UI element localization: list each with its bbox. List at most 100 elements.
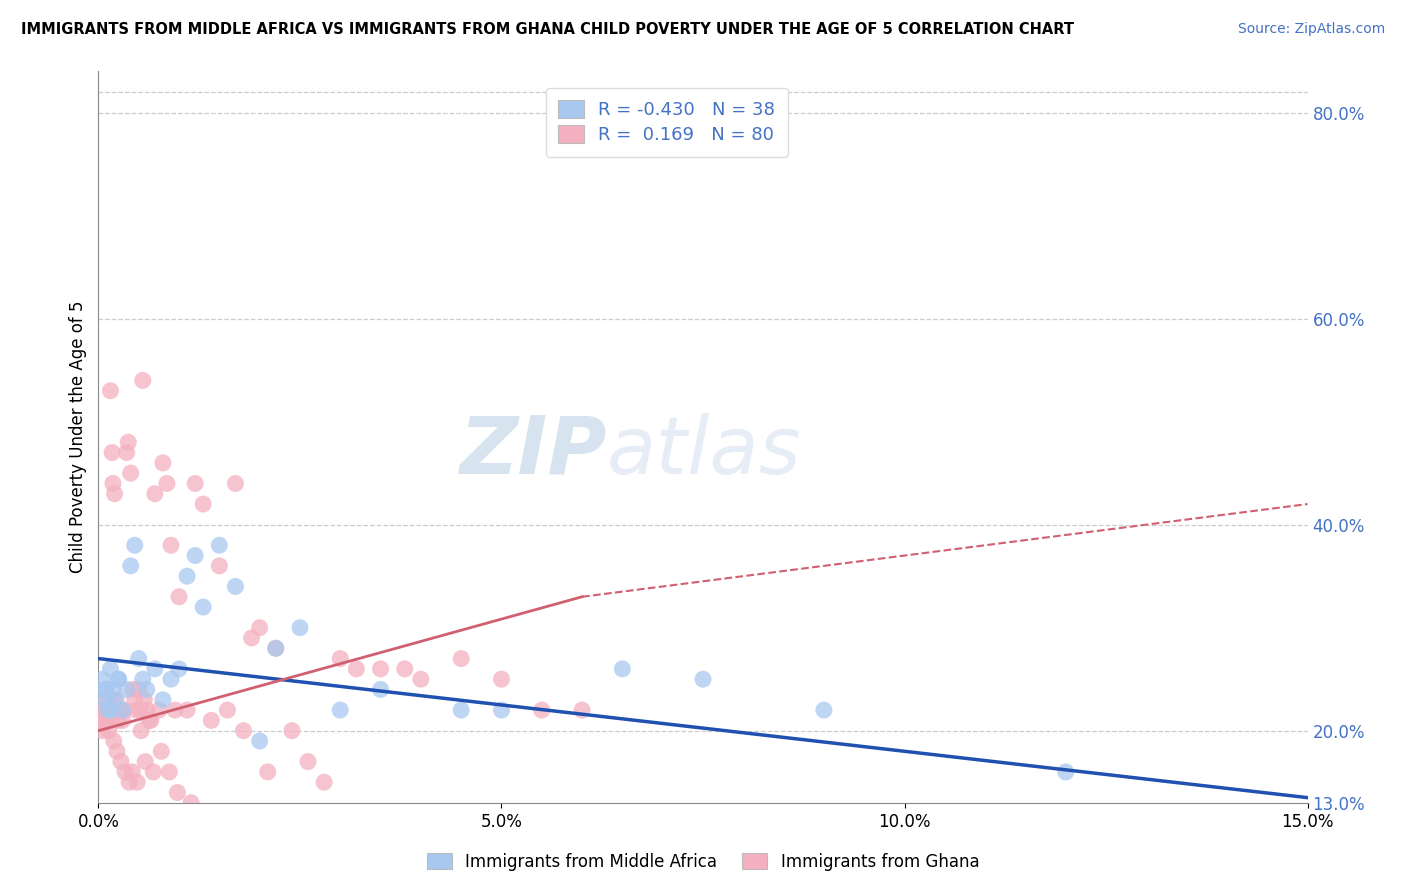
Y-axis label: Child Poverty Under the Age of 5: Child Poverty Under the Age of 5 xyxy=(69,301,87,574)
Point xyxy=(450,651,472,665)
Point xyxy=(288,621,311,635)
Point xyxy=(491,672,513,686)
Point xyxy=(120,558,142,573)
Legend: R = -0.430   N = 38, R =  0.169   N = 80: R = -0.430 N = 38, R = 0.169 N = 80 xyxy=(546,87,787,157)
Point xyxy=(195,816,218,830)
Point xyxy=(101,445,124,459)
Point xyxy=(329,651,352,665)
Point xyxy=(256,764,278,779)
Point xyxy=(212,806,235,821)
Point xyxy=(94,714,117,728)
Point xyxy=(314,775,336,789)
Point xyxy=(103,734,125,748)
Point xyxy=(124,693,146,707)
Point xyxy=(120,466,142,480)
Point xyxy=(91,703,114,717)
Point xyxy=(112,703,135,717)
Point xyxy=(208,538,231,552)
Point xyxy=(94,714,117,728)
Point xyxy=(329,703,352,717)
Point xyxy=(152,693,174,707)
Point xyxy=(94,682,117,697)
Point xyxy=(134,693,156,707)
Point xyxy=(132,373,155,387)
Point xyxy=(132,672,155,686)
Point xyxy=(103,487,125,501)
Point xyxy=(163,703,186,717)
Point xyxy=(193,497,215,511)
Point xyxy=(208,558,231,573)
Point xyxy=(142,764,165,779)
Point xyxy=(200,714,222,728)
Point xyxy=(110,755,132,769)
Point xyxy=(114,764,136,779)
Point xyxy=(91,723,114,738)
Point xyxy=(167,590,190,604)
Point xyxy=(157,764,180,779)
Point xyxy=(370,662,392,676)
Point xyxy=(105,693,128,707)
Point xyxy=(121,764,143,779)
Point xyxy=(394,662,416,676)
Point xyxy=(353,827,375,841)
Point xyxy=(138,714,160,728)
Point xyxy=(93,703,115,717)
Point xyxy=(135,682,157,697)
Point xyxy=(135,703,157,717)
Point xyxy=(224,579,246,593)
Point xyxy=(100,384,122,398)
Point xyxy=(134,755,156,769)
Point xyxy=(813,703,835,717)
Point xyxy=(692,672,714,686)
Point xyxy=(117,435,139,450)
Point xyxy=(143,662,166,676)
Point xyxy=(232,723,254,738)
Point xyxy=(249,734,271,748)
Point xyxy=(150,744,173,758)
Point xyxy=(96,693,118,707)
Point xyxy=(122,682,145,697)
Point xyxy=(100,662,122,676)
Point xyxy=(180,796,202,810)
Point xyxy=(184,549,207,563)
Point xyxy=(90,714,112,728)
Point xyxy=(128,682,150,697)
Point xyxy=(217,703,239,717)
Point xyxy=(612,662,634,676)
Point xyxy=(344,662,367,676)
Point xyxy=(125,703,148,717)
Point xyxy=(129,723,152,738)
Point xyxy=(450,703,472,717)
Point xyxy=(111,714,134,728)
Text: Source: ZipAtlas.com: Source: ZipAtlas.com xyxy=(1237,22,1385,37)
Point xyxy=(101,476,124,491)
Point xyxy=(97,703,120,717)
Point xyxy=(103,693,125,707)
Point xyxy=(160,538,183,552)
Legend: Immigrants from Middle Africa, Immigrants from Ghana: Immigrants from Middle Africa, Immigrant… xyxy=(419,845,987,880)
Point xyxy=(1054,764,1077,779)
Point xyxy=(139,714,162,728)
Point xyxy=(491,703,513,717)
Text: ZIP: ZIP xyxy=(458,413,606,491)
Point xyxy=(224,476,246,491)
Point xyxy=(97,703,120,717)
Point xyxy=(176,569,198,583)
Point xyxy=(249,621,271,635)
Text: IMMIGRANTS FROM MIDDLE AFRICA VS IMMIGRANTS FROM GHANA CHILD POVERTY UNDER THE A: IMMIGRANTS FROM MIDDLE AFRICA VS IMMIGRA… xyxy=(21,22,1074,37)
Point xyxy=(184,476,207,491)
Point xyxy=(111,703,134,717)
Point xyxy=(108,703,131,717)
Point xyxy=(118,775,141,789)
Point xyxy=(94,693,117,707)
Point xyxy=(91,672,114,686)
Point xyxy=(370,682,392,697)
Point xyxy=(127,775,149,789)
Point xyxy=(115,682,138,697)
Point xyxy=(176,703,198,717)
Point xyxy=(152,456,174,470)
Point xyxy=(98,714,121,728)
Point xyxy=(530,703,553,717)
Point xyxy=(264,641,287,656)
Point xyxy=(193,600,215,615)
